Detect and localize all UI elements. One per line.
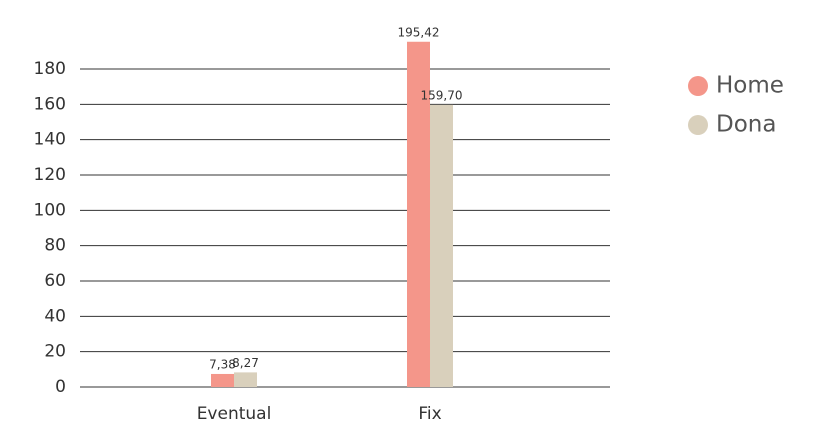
- bar: [211, 373, 234, 387]
- bar: [430, 104, 453, 387]
- y-tick-label: 180: [34, 59, 66, 79]
- y-tick-label: 40: [44, 306, 66, 326]
- y-tick-label: 60: [44, 271, 66, 291]
- bar: [407, 41, 430, 388]
- legend-label: Home: [716, 73, 784, 99]
- y-tick-label: 120: [34, 165, 66, 185]
- value-label: 159,70: [421, 88, 463, 102]
- legend-swatch: [688, 115, 708, 135]
- y-tick-label: 80: [44, 236, 66, 256]
- x-tick-label: Eventual: [197, 404, 272, 424]
- y-tick-label: 160: [34, 94, 66, 114]
- value-label: 195,42: [398, 25, 440, 39]
- y-tick-label: 20: [44, 342, 66, 362]
- legend-swatch: [688, 76, 708, 96]
- y-tick-label: 140: [34, 130, 66, 150]
- legend-label: Dona: [716, 112, 776, 138]
- value-label: 8,27: [232, 356, 259, 370]
- x-tick-label: Fix: [418, 404, 441, 424]
- value-label: 7,38: [209, 357, 236, 371]
- bar: [234, 372, 257, 387]
- y-tick-label: 0: [55, 377, 66, 397]
- y-tick-label: 100: [34, 200, 66, 220]
